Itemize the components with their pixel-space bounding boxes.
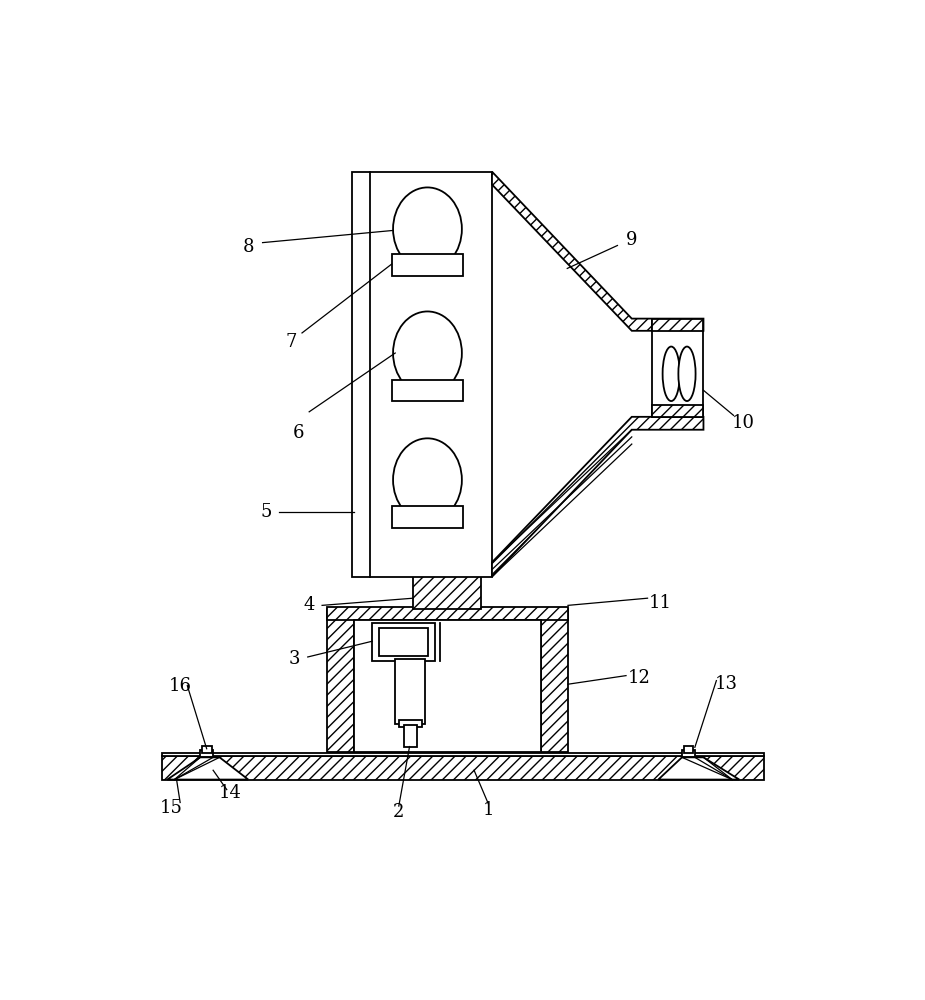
Bar	[162, 756, 764, 780]
Bar	[413, 575, 481, 609]
Bar	[327, 609, 354, 752]
Bar	[395, 659, 426, 724]
Bar	[391, 254, 463, 276]
Bar	[162, 753, 764, 756]
Bar	[652, 319, 703, 417]
Text: 9: 9	[626, 231, 637, 249]
Bar	[682, 750, 695, 757]
Text: 6: 6	[292, 424, 304, 442]
Ellipse shape	[662, 347, 680, 401]
Bar	[541, 609, 568, 752]
Polygon shape	[659, 757, 739, 780]
Text: 13: 13	[715, 675, 738, 693]
Text: 11: 11	[649, 594, 672, 612]
Ellipse shape	[678, 347, 696, 401]
Text: 7: 7	[286, 333, 297, 351]
Text: 12: 12	[627, 669, 650, 687]
Bar	[379, 628, 428, 656]
Bar	[327, 607, 568, 620]
Ellipse shape	[393, 187, 462, 271]
Polygon shape	[492, 417, 703, 577]
Bar	[391, 380, 463, 401]
Text: 15: 15	[160, 799, 183, 817]
Text: 4: 4	[303, 596, 315, 614]
Text: 5: 5	[261, 503, 272, 521]
Text: 2: 2	[393, 803, 404, 821]
Bar	[200, 750, 213, 757]
Polygon shape	[492, 172, 703, 331]
Ellipse shape	[393, 438, 462, 521]
Bar	[203, 746, 212, 753]
Bar	[399, 720, 423, 727]
Bar	[354, 620, 541, 752]
Text: 16: 16	[168, 677, 191, 695]
Text: 10: 10	[732, 414, 755, 432]
Bar	[352, 172, 492, 577]
Polygon shape	[167, 757, 248, 780]
Bar	[684, 746, 694, 753]
Bar	[391, 506, 463, 528]
Bar	[652, 405, 703, 417]
Text: 14: 14	[219, 784, 241, 802]
Text: 1: 1	[483, 801, 494, 819]
Text: 8: 8	[242, 238, 254, 256]
Bar	[652, 319, 703, 331]
Bar	[372, 623, 436, 661]
Bar	[404, 725, 417, 747]
Text: 3: 3	[290, 650, 301, 668]
Ellipse shape	[393, 311, 462, 395]
